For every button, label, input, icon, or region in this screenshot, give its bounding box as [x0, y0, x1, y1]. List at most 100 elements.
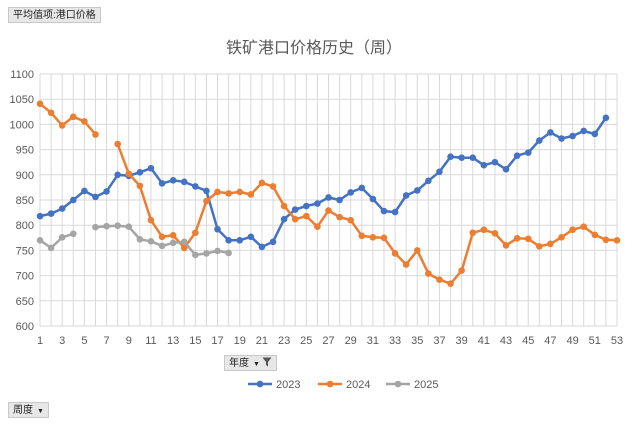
y-tick-label: 800 — [16, 220, 34, 232]
x-tick-label: 37 — [433, 335, 445, 347]
week-filter-button[interactable]: 周度 ▼ — [8, 402, 49, 418]
data-point — [303, 212, 310, 220]
legend[interactable]: 2023 2024 2025 — [248, 379, 438, 391]
series-layer — [36, 100, 621, 287]
data-point — [103, 222, 110, 230]
dropdown-arrow-icon: ▼ — [37, 408, 44, 415]
data-point — [413, 247, 421, 254]
x-tick-label: 13 — [167, 335, 179, 347]
x-tick-label: 45 — [522, 335, 534, 347]
y-tick-label: 950 — [16, 145, 34, 157]
data-point — [369, 233, 377, 241]
data-point — [547, 240, 554, 248]
y-axis-tick-labels: 600 650 700 750 800 850 900 950 1000 1050 1100 — [10, 69, 34, 333]
data-point — [402, 192, 410, 199]
data-point — [92, 223, 99, 231]
data-point — [92, 131, 99, 138]
data-point — [192, 229, 199, 237]
x-tick-label: 5 — [81, 335, 87, 347]
data-point — [458, 267, 465, 274]
series-2025 — [36, 222, 232, 259]
data-point — [447, 153, 454, 160]
data-point — [325, 207, 332, 214]
x-tick-label: 33 — [389, 335, 401, 347]
data-point — [47, 210, 55, 217]
y-tick-label: 1000 — [10, 119, 34, 131]
x-tick-label: 53 — [611, 335, 623, 347]
data-point — [247, 191, 255, 198]
data-point — [369, 195, 377, 203]
data-point — [314, 223, 321, 231]
data-point — [613, 237, 621, 244]
data-point — [58, 205, 66, 212]
data-point — [502, 242, 510, 249]
data-point — [469, 154, 477, 161]
data-point — [92, 193, 99, 201]
value-field-button[interactable]: 平均值项:港口价格 — [8, 7, 101, 23]
x-tick-label: 35 — [411, 335, 423, 347]
data-point — [269, 238, 277, 246]
x-axis-tick-labels: 1 3 5 7 9 11 13 15 17 19 21 23 25 27 29 31 33 35 37 39 41 43 4… — [37, 335, 623, 347]
data-point — [480, 161, 488, 169]
data-point — [47, 109, 55, 117]
data-point — [58, 122, 66, 129]
legend-item-2024[interactable]: 2024 — [318, 379, 370, 391]
y-tick-label: 600 — [16, 321, 34, 333]
legend-label: 2023 — [276, 379, 300, 391]
data-point — [591, 130, 599, 138]
data-point — [214, 247, 221, 255]
dropdown-arrow-icon: ▼ — [253, 361, 260, 368]
data-point — [402, 261, 410, 268]
x-tick-label: 29 — [345, 335, 357, 347]
data-point — [380, 207, 388, 215]
data-point — [436, 276, 443, 283]
y-tick-label: 1050 — [10, 94, 34, 106]
data-point — [569, 132, 576, 140]
data-point — [47, 244, 55, 252]
data-point — [436, 168, 443, 176]
x-tick-label: 17 — [211, 335, 223, 347]
data-point — [347, 189, 354, 196]
legend-item-2025[interactable]: 2025 — [386, 379, 438, 391]
x-tick-label: 47 — [544, 335, 556, 347]
legend-item-2023[interactable]: 2023 — [248, 379, 300, 391]
data-point — [69, 230, 77, 238]
x-tick-label: 41 — [478, 335, 490, 347]
data-point — [36, 212, 44, 220]
legend-label: 2024 — [346, 379, 370, 391]
data-point — [158, 180, 166, 187]
data-point — [591, 231, 599, 239]
vertical-gridlines — [39, 74, 618, 326]
data-point — [180, 244, 188, 252]
series-2024 — [36, 100, 621, 287]
x-tick-label: 21 — [256, 335, 268, 347]
data-point — [580, 223, 588, 231]
data-point — [547, 129, 554, 136]
year-filter-button[interactable]: 年度 ▼ — [224, 355, 277, 371]
y-tick-label: 650 — [16, 296, 34, 308]
data-point — [169, 231, 177, 239]
data-point — [280, 215, 288, 223]
data-point — [136, 182, 144, 190]
data-point — [569, 226, 576, 234]
data-point — [114, 140, 121, 148]
data-point — [58, 233, 66, 241]
data-point — [69, 196, 77, 204]
data-point — [203, 187, 210, 195]
data-point — [380, 234, 388, 242]
data-point — [358, 184, 366, 192]
x-tick-label: 31 — [367, 335, 379, 347]
data-point — [291, 215, 299, 223]
data-point — [536, 137, 543, 144]
data-point — [136, 168, 144, 176]
data-point — [425, 270, 432, 277]
series-line-2023 — [39, 117, 607, 249]
data-point — [203, 250, 210, 257]
data-point — [347, 216, 354, 224]
data-point — [169, 177, 177, 184]
data-point — [558, 233, 565, 241]
data-point — [203, 197, 210, 205]
data-point — [225, 190, 232, 197]
data-point — [147, 164, 155, 172]
data-point — [258, 179, 266, 187]
